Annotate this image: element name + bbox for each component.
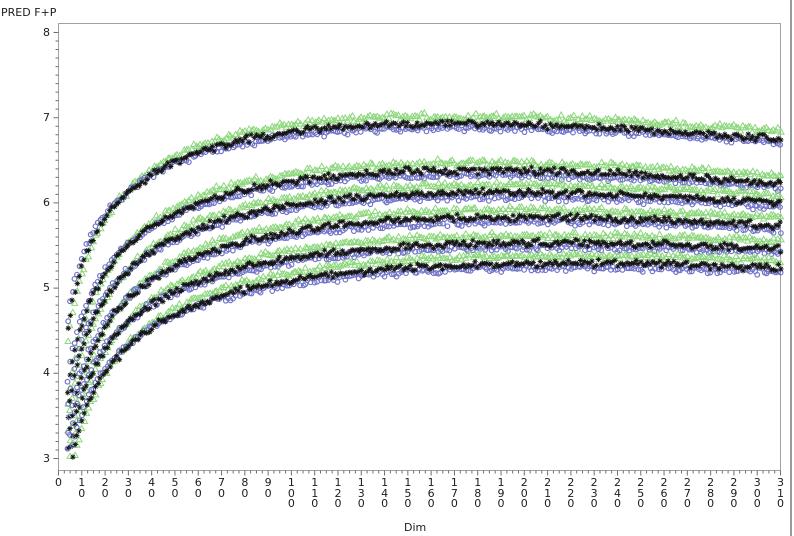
x-tick-label: 4 0 <box>148 476 156 500</box>
x-tick-label: 2 3 0 <box>590 476 598 510</box>
x-tick-label: 1 0 <box>78 476 86 500</box>
x-tick-label: 2 5 0 <box>637 476 645 510</box>
x-tick-label: 1 7 0 <box>450 476 458 510</box>
x-tick-label: 1 5 0 <box>404 476 412 510</box>
y-tick-label: 4 <box>43 366 50 380</box>
x-tick-label: 9 0 <box>264 476 272 500</box>
x-tick-label: 2 0 0 <box>520 476 528 510</box>
y-axis-title: PRED F+P <box>1 6 57 19</box>
x-axis-title: Dim <box>404 521 427 534</box>
x-tick-label: 3 1 0 <box>777 476 784 510</box>
x-tick-label: 3 0 0 <box>753 476 761 510</box>
y-tick-label: 5 <box>43 281 50 295</box>
x-tick-label: 1 8 0 <box>474 476 482 510</box>
window-right-border <box>790 0 792 536</box>
y-tick-label: 8 <box>43 25 50 39</box>
x-tick-label: 1 3 0 <box>357 476 365 510</box>
x-tick-label: 1 4 0 <box>381 476 389 510</box>
x-tick-label: 8 0 <box>241 476 249 500</box>
x-tick-label: 6 0 <box>194 476 202 500</box>
x-tick-label: 2 7 0 <box>683 476 691 510</box>
y-tick-label: 7 <box>43 110 50 124</box>
x-tick-label: 2 1 0 <box>544 476 552 510</box>
x-tick-label: 1 9 0 <box>497 476 505 510</box>
x-tick-label: 2 4 0 <box>613 476 621 510</box>
x-tick-label: 2 2 0 <box>567 476 575 510</box>
x-tick-label: 3 0 <box>124 476 132 500</box>
x-tick-label: 2 8 0 <box>707 476 715 510</box>
x-tick-label: 2 6 0 <box>660 476 668 510</box>
x-tick-label: 1 1 0 <box>311 476 319 510</box>
x-tick-label: 0 <box>55 476 62 489</box>
x-tick-label: 7 0 <box>218 476 226 500</box>
x-tick-label: 1 6 0 <box>427 476 435 510</box>
x-tick-label: 1 2 0 <box>334 476 342 510</box>
x-tick-label: 2 9 0 <box>730 476 738 510</box>
x-tick-label: 2 0 <box>101 476 109 500</box>
x-tick-label: 1 0 0 <box>287 476 295 510</box>
x-tick-label: 5 0 <box>171 476 179 500</box>
y-tick-label: 6 <box>43 195 50 209</box>
y-tick-label: 3 <box>43 451 50 465</box>
